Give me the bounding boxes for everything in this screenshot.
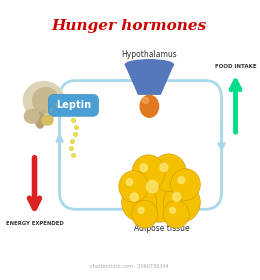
FancyBboxPatch shape xyxy=(48,94,99,116)
Circle shape xyxy=(134,167,185,222)
Text: Leptin: Leptin xyxy=(56,100,91,110)
Polygon shape xyxy=(125,65,173,94)
Circle shape xyxy=(171,169,200,200)
Ellipse shape xyxy=(35,112,45,128)
Circle shape xyxy=(138,207,144,213)
Ellipse shape xyxy=(33,88,58,113)
Text: Adipose tissue: Adipose tissue xyxy=(134,224,189,233)
Circle shape xyxy=(132,155,165,190)
Circle shape xyxy=(132,200,158,228)
Circle shape xyxy=(173,192,181,201)
Ellipse shape xyxy=(42,115,53,125)
Text: Hypothalamus: Hypothalamus xyxy=(121,50,177,59)
Ellipse shape xyxy=(125,60,173,70)
Circle shape xyxy=(160,163,168,172)
Text: shutterstock.com · 2060736344: shutterstock.com · 2060736344 xyxy=(90,264,168,269)
Circle shape xyxy=(163,200,189,228)
Circle shape xyxy=(151,154,186,192)
Ellipse shape xyxy=(23,81,64,119)
Circle shape xyxy=(170,207,176,213)
Text: FOOD INTAKE: FOOD INTAKE xyxy=(215,64,256,69)
Circle shape xyxy=(122,184,157,221)
Ellipse shape xyxy=(142,97,149,103)
Circle shape xyxy=(119,171,148,202)
Ellipse shape xyxy=(24,109,39,123)
Circle shape xyxy=(130,193,138,201)
Ellipse shape xyxy=(140,95,159,117)
Text: ENERGY EXPENDED: ENERGY EXPENDED xyxy=(6,221,63,226)
Circle shape xyxy=(126,179,133,186)
Circle shape xyxy=(147,181,158,193)
Circle shape xyxy=(140,164,147,172)
Text: Hunger hormones: Hunger hormones xyxy=(51,19,207,33)
Circle shape xyxy=(163,183,200,222)
Circle shape xyxy=(178,177,185,184)
